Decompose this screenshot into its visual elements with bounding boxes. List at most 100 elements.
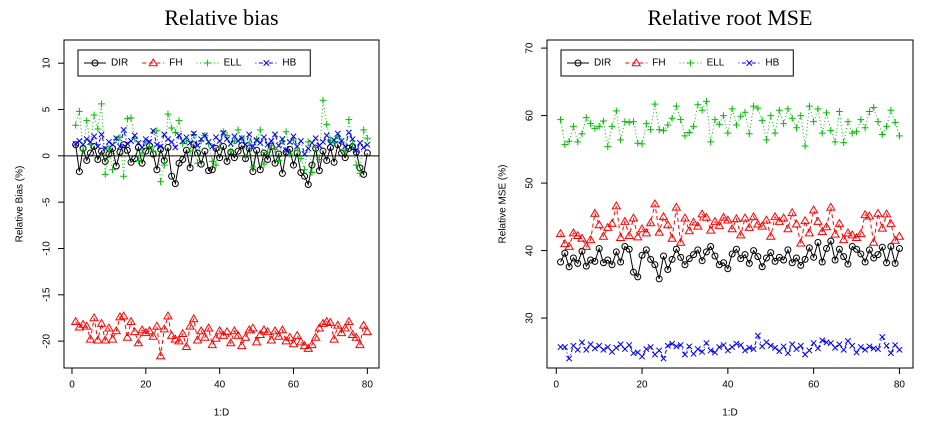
marker <box>170 334 181 343</box>
marker <box>688 217 699 226</box>
marker <box>797 112 805 119</box>
marker <box>728 105 736 113</box>
marker <box>813 216 823 225</box>
marker <box>230 154 238 162</box>
marker <box>677 341 684 349</box>
marker <box>270 325 280 335</box>
marker <box>275 157 283 164</box>
marker <box>293 146 301 154</box>
marker <box>703 339 710 347</box>
marker <box>838 234 849 244</box>
marker <box>591 345 598 352</box>
marker <box>771 344 779 351</box>
marker <box>192 335 203 344</box>
marker <box>227 147 235 155</box>
marker <box>637 223 647 233</box>
series-line <box>560 334 900 361</box>
marker <box>753 219 763 228</box>
marker <box>574 59 582 67</box>
marker <box>329 334 339 343</box>
marker <box>135 139 142 146</box>
marker <box>92 335 103 344</box>
marker <box>305 145 312 152</box>
marker <box>283 147 290 154</box>
marker <box>744 222 755 231</box>
marker <box>271 159 279 167</box>
marker <box>680 213 690 222</box>
marker <box>625 118 633 126</box>
marker <box>124 140 131 147</box>
marker <box>647 344 654 351</box>
marker <box>83 156 91 164</box>
marker <box>844 118 852 126</box>
marker <box>301 166 308 174</box>
marker <box>784 246 792 254</box>
marker <box>891 259 899 267</box>
marker <box>159 324 170 333</box>
x-tick-label: 0 <box>69 380 75 391</box>
marker <box>677 253 685 261</box>
marker <box>98 147 106 155</box>
marker <box>331 136 338 144</box>
marker <box>168 172 176 180</box>
marker <box>595 245 603 253</box>
legend-label: FH <box>169 58 182 69</box>
marker <box>96 318 107 327</box>
marker <box>177 328 188 338</box>
legend: DIR FH ELL HB <box>77 49 311 77</box>
marker <box>179 156 187 164</box>
marker <box>94 156 102 164</box>
marker <box>78 319 88 328</box>
marker <box>805 102 813 110</box>
marker <box>684 226 695 235</box>
marker <box>587 256 595 264</box>
marker <box>718 212 729 221</box>
marker <box>253 135 260 143</box>
marker <box>223 136 231 143</box>
marker <box>273 331 284 340</box>
marker <box>671 202 682 211</box>
marker <box>129 326 140 336</box>
marker <box>249 143 256 150</box>
marker <box>137 325 147 334</box>
marker <box>762 254 770 262</box>
marker <box>746 59 753 67</box>
marker <box>286 150 294 158</box>
marker <box>857 250 865 258</box>
marker <box>651 100 659 108</box>
marker <box>677 116 685 124</box>
marker <box>212 161 220 169</box>
marker <box>290 133 297 140</box>
marker <box>853 128 860 136</box>
marker <box>356 139 364 146</box>
marker <box>758 263 766 271</box>
marker <box>244 325 255 334</box>
marker <box>299 340 310 350</box>
marker <box>613 344 620 351</box>
marker <box>352 148 360 156</box>
marker <box>319 138 327 145</box>
marker <box>79 146 87 154</box>
marker <box>260 149 268 157</box>
y-tick-label: 70 <box>525 42 536 54</box>
marker <box>340 323 351 332</box>
marker <box>724 347 731 354</box>
marker <box>602 222 613 231</box>
marker <box>860 209 871 219</box>
y-tick-label: 30 <box>525 312 536 324</box>
legend-label: ELL <box>224 58 242 69</box>
marker <box>194 149 202 157</box>
marker <box>763 136 770 144</box>
marker <box>330 158 338 166</box>
marker <box>675 237 686 246</box>
marker <box>894 231 905 240</box>
marker <box>624 230 635 240</box>
marker <box>186 164 194 172</box>
marker <box>861 258 869 266</box>
marker <box>91 59 99 67</box>
marker <box>672 102 680 110</box>
marker <box>204 59 211 67</box>
marker <box>707 347 714 354</box>
marker <box>827 127 835 134</box>
